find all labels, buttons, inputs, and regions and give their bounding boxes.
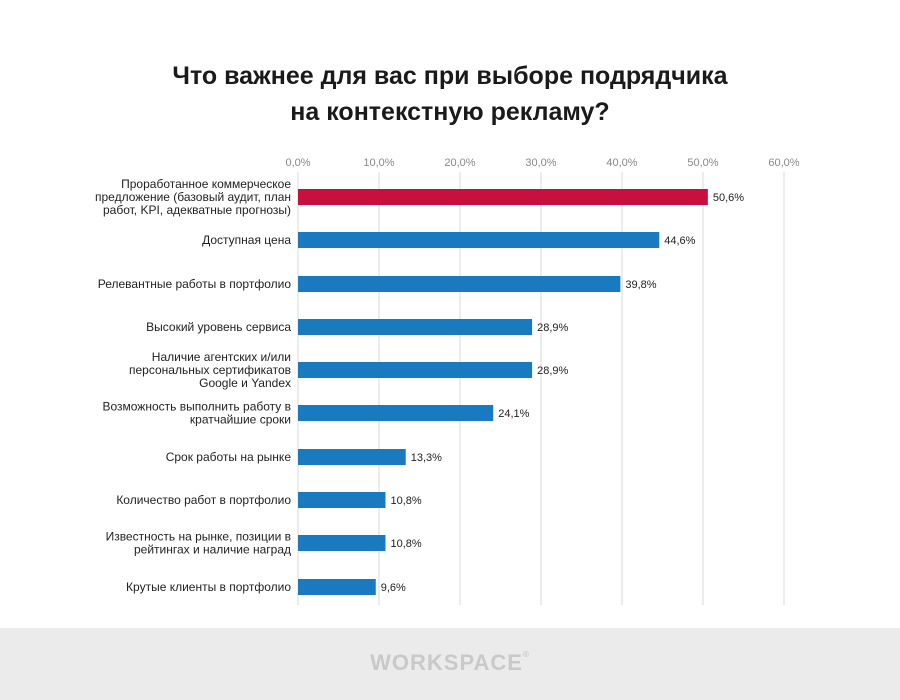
- category-label-line: Релевантные работы в портфолио: [98, 277, 292, 291]
- category-label-line: работ, KPI, адекватные прогнозы): [103, 203, 291, 217]
- bar: [298, 579, 376, 595]
- category-label: Возможность выполнить работу в кратчайшие…: [102, 400, 291, 427]
- category-label: Высокий уровень сервиса: [146, 320, 291, 334]
- category-label-line: Известность на рынке, позиции в: [106, 530, 291, 544]
- category-label: Наличие агентских и/или персональных серт…: [129, 350, 291, 390]
- category-label-line: Наличие агентских и/или: [152, 350, 291, 364]
- category-label-line: Срок работы на рынке: [166, 450, 292, 464]
- category-label-line: Проработанное коммерческое: [121, 177, 291, 191]
- bar: [298, 492, 386, 508]
- category-label: Доступная цена: [202, 233, 291, 247]
- data-label: 50,6%: [713, 192, 744, 204]
- category-label: Количество работ в портфолио: [116, 493, 291, 507]
- bar: [298, 189, 708, 205]
- bar-chart: 0,0% 10,0% 20,0% 30,0% 40,0% 50,0% 60,0% 50,6% П…: [95, 157, 800, 605]
- chart-title-line-2: на контекстную рекламу?: [290, 98, 610, 126]
- category-label: Крутые клиенты в портфолио: [126, 580, 291, 594]
- x-tick-label: 10,0%: [363, 157, 394, 169]
- bar: [298, 362, 533, 378]
- bar: [298, 232, 660, 248]
- category-label-line: Доступная цена: [202, 233, 291, 247]
- data-label: 9,6%: [381, 582, 406, 594]
- data-label: 39,8%: [625, 279, 656, 291]
- category-label: Известность на рынке, позиции в рейтингах…: [106, 530, 291, 557]
- x-tick-label: 40,0%: [606, 157, 637, 169]
- registered-mark: ®: [522, 650, 530, 659]
- data-label: 28,9%: [537, 365, 568, 377]
- data-label: 44,6%: [664, 235, 695, 247]
- chart-title-line-1: Что важнее для вас при выборе подрядчика: [172, 62, 728, 90]
- data-label: 13,3%: [411, 452, 442, 464]
- workspace-logo: WORKSPACE®: [0, 650, 900, 676]
- x-tick-label: 0,0%: [285, 157, 310, 169]
- category-label-line: предложение (базовый аудит, план: [95, 190, 291, 204]
- x-tick-label: 60,0%: [768, 157, 799, 169]
- data-label: 10,8%: [390, 538, 421, 550]
- bar: [298, 535, 386, 551]
- bar: [298, 319, 533, 335]
- category-label-line: Крутые клиенты в портфолио: [126, 580, 291, 594]
- x-tick-label: 20,0%: [444, 157, 475, 169]
- x-tick-label: 30,0%: [525, 157, 556, 169]
- bar: [298, 449, 406, 465]
- category-label: Релевантные работы в портфолио: [98, 277, 292, 291]
- bar: [298, 276, 621, 292]
- category-label-line: рейтингах и наличие наград: [134, 543, 291, 557]
- category-label-line: Google и Yandex: [199, 376, 291, 390]
- category-label: Срок работы на рынке: [166, 450, 292, 464]
- data-label: 10,8%: [390, 495, 421, 507]
- category-label-line: Количество работ в портфолио: [116, 493, 291, 507]
- data-label: 28,9%: [537, 322, 568, 334]
- x-tick-label: 50,0%: [687, 157, 718, 169]
- category-label-line: Высокий уровень сервиса: [146, 320, 291, 334]
- category-label-line: кратчайшие сроки: [190, 413, 291, 427]
- category-label-line: Возможность выполнить работу в: [102, 400, 291, 414]
- category-label-line: персональных сертификатов: [129, 363, 291, 377]
- logo-text: WORKSPACE: [370, 650, 523, 675]
- data-label: 24,1%: [498, 408, 529, 420]
- footer: WORKSPACE®: [0, 628, 900, 700]
- category-label: Проработанное коммерческое предложение (б…: [95, 177, 291, 217]
- bar: [298, 405, 494, 421]
- chart-title: Что важнее для вас при выборе подрядчика…: [0, 58, 900, 130]
